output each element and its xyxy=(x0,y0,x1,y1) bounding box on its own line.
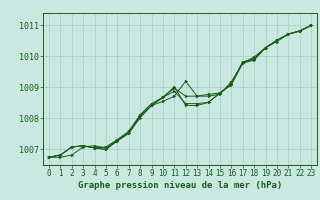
X-axis label: Graphe pression niveau de la mer (hPa): Graphe pression niveau de la mer (hPa) xyxy=(78,181,282,190)
